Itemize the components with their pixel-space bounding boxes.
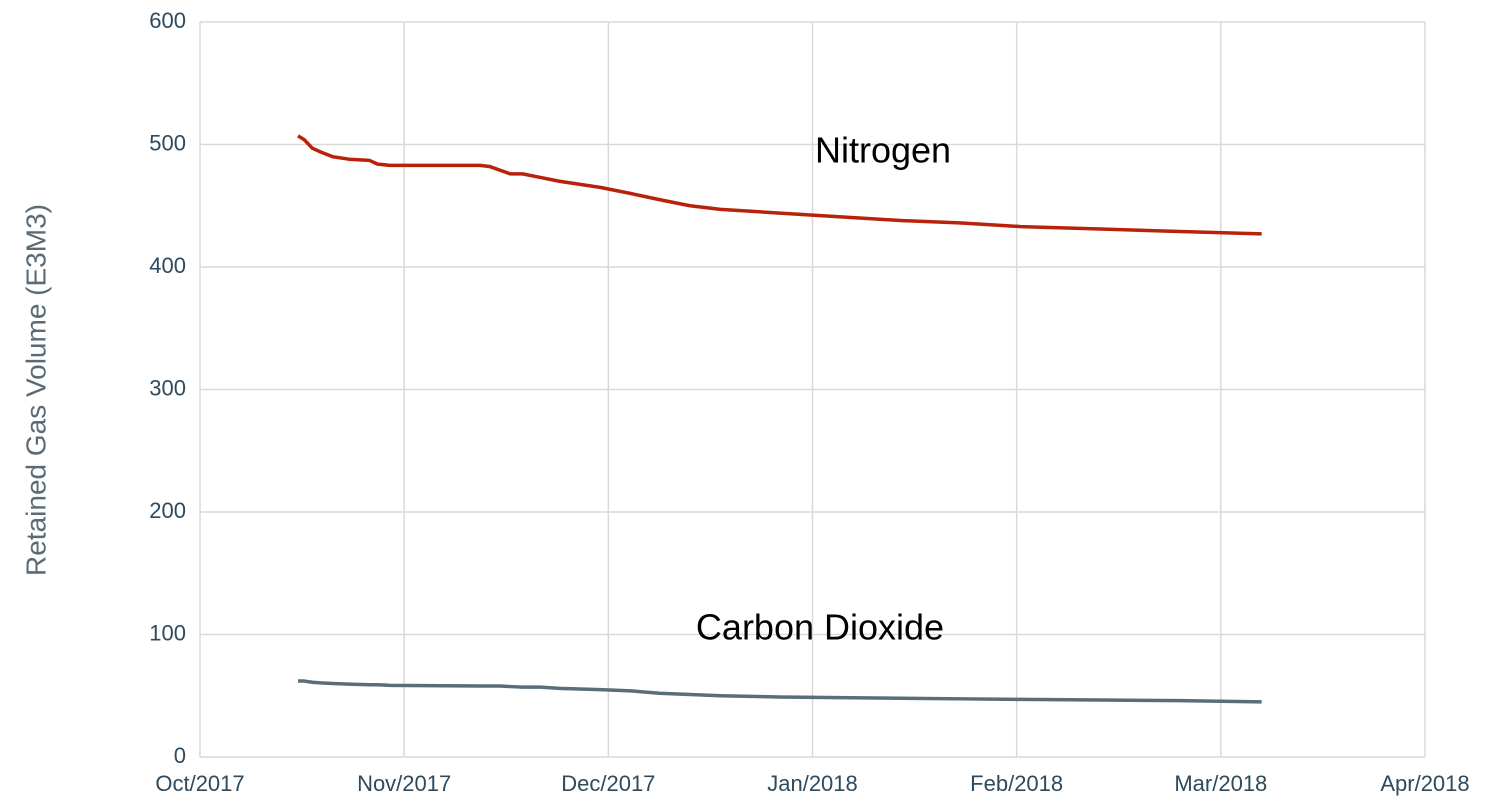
line xyxy=(297,134,1262,236)
y-tick-label: 200 xyxy=(149,498,186,523)
y-tick-label: 500 xyxy=(149,130,186,155)
x-tick-label: Nov/2017 xyxy=(357,771,451,796)
line xyxy=(298,679,1262,704)
y-tick-label: 100 xyxy=(149,620,186,645)
series-label: Carbon Dioxide xyxy=(696,607,944,648)
series-label: Nitrogen xyxy=(815,130,951,171)
y-tick-label: 400 xyxy=(149,253,186,278)
x-tick-label: Jan/2018 xyxy=(767,771,858,796)
x-tick-label: Apr/2018 xyxy=(1380,771,1469,796)
y-axis-title: Retained Gas Volume (E3M3) xyxy=(20,204,51,576)
y-tick-label: 600 xyxy=(149,8,186,33)
x-tick-label: Mar/2018 xyxy=(1174,771,1267,796)
x-tick-label: Oct/2017 xyxy=(155,771,244,796)
y-tick-label: 300 xyxy=(149,375,186,400)
x-tick-label: Dec/2017 xyxy=(561,771,655,796)
y-tick-label: 0 xyxy=(174,743,186,768)
x-tick-label: Feb/2018 xyxy=(970,771,1063,796)
